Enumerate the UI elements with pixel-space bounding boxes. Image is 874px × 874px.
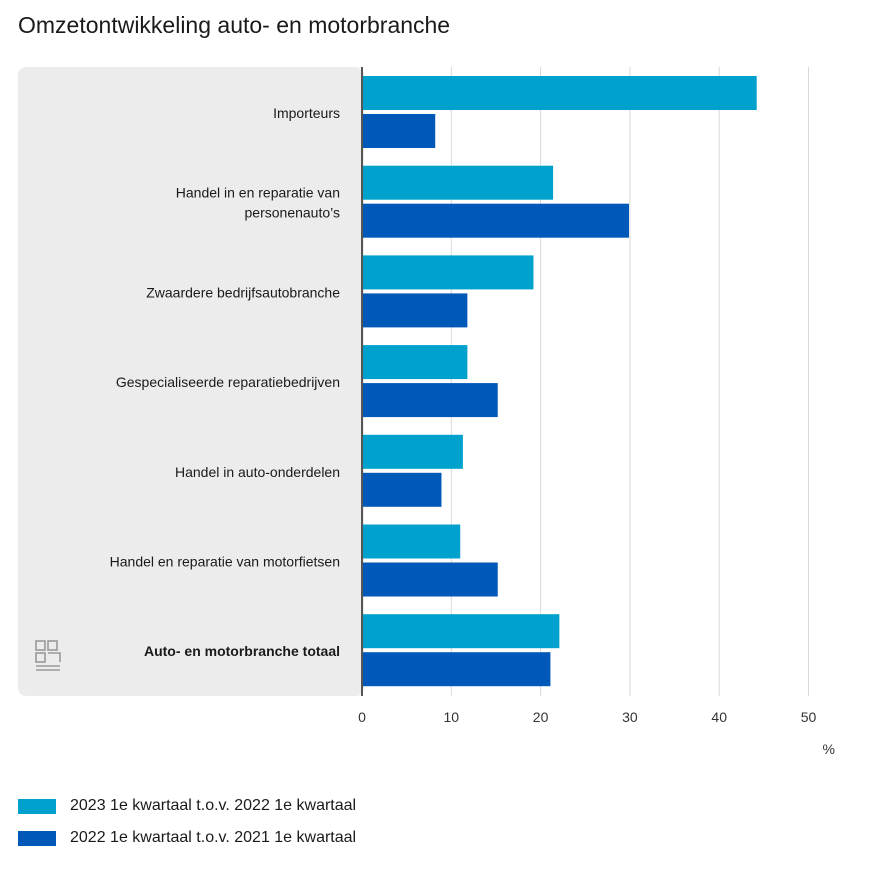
bars (363, 76, 757, 687)
bar (363, 652, 551, 687)
bar (363, 434, 463, 469)
bar-chart: Importeurs Handel in en reparatie van pers… (18, 67, 835, 757)
chart-title: Omzetontwikkeling auto- en motorbranche (18, 12, 451, 38)
category-label: Importeurs (273, 105, 340, 121)
category-label: Gespecialiseerde reparatiebedrijven (116, 374, 340, 390)
legend-swatch (18, 798, 56, 814)
category-label: personenauto’s (245, 205, 340, 221)
x-axis-ticks: 0 10 20 30 40 50% (358, 709, 835, 757)
x-tick-label: 0 (358, 709, 366, 725)
bar (363, 524, 461, 559)
x-tick-label: 50 (801, 709, 817, 725)
legend: 2023 1e kwartaal t.o.v. 2022 1e kwartaal… (18, 796, 356, 860)
legend-item: 2022 1e kwartaal t.o.v. 2021 1e kwartaal (18, 828, 356, 848)
category-labels: Importeurs Handel in en reparatie van pers… (110, 105, 341, 659)
cbs-logo-icon (35, 640, 61, 671)
category-label: Handel in en reparatie van (176, 185, 340, 201)
legend-label: 2023 1e kwartaal t.o.v. 2022 1e kwartaal (70, 797, 357, 814)
bar (363, 472, 442, 507)
bar (363, 255, 534, 290)
x-tick-label: 10 (444, 709, 460, 725)
bar (363, 293, 468, 328)
bar (363, 383, 498, 418)
category-label: Handel en reparatie van motorfietsen (110, 554, 340, 570)
category-panel-background (18, 67, 364, 696)
bar (363, 165, 554, 200)
bar (363, 345, 468, 380)
bar (363, 76, 757, 110)
legend-item: 2023 1e kwartaal t.o.v. 2022 1e kwartaal (18, 796, 356, 816)
category-label: Zwaardere bedrijfsautobranche (146, 284, 340, 300)
bar (363, 114, 436, 148)
grid-lines (450, 67, 809, 696)
bar (363, 203, 630, 238)
bar (363, 562, 498, 597)
x-tick-label: 30 (622, 709, 638, 725)
category-label: Auto- en motorbranche totaal (144, 643, 340, 659)
x-tick-label: 40 (711, 709, 727, 725)
legend-label: 2022 1e kwartaal t.o.v. 2021 1e kwartaal (70, 829, 357, 846)
x-tick-label: 20 (533, 709, 549, 725)
legend-swatch (18, 830, 56, 846)
x-axis-unit-label: % (823, 741, 835, 757)
bar (363, 614, 560, 649)
category-label: Handel in auto-onderdelen (175, 464, 340, 480)
